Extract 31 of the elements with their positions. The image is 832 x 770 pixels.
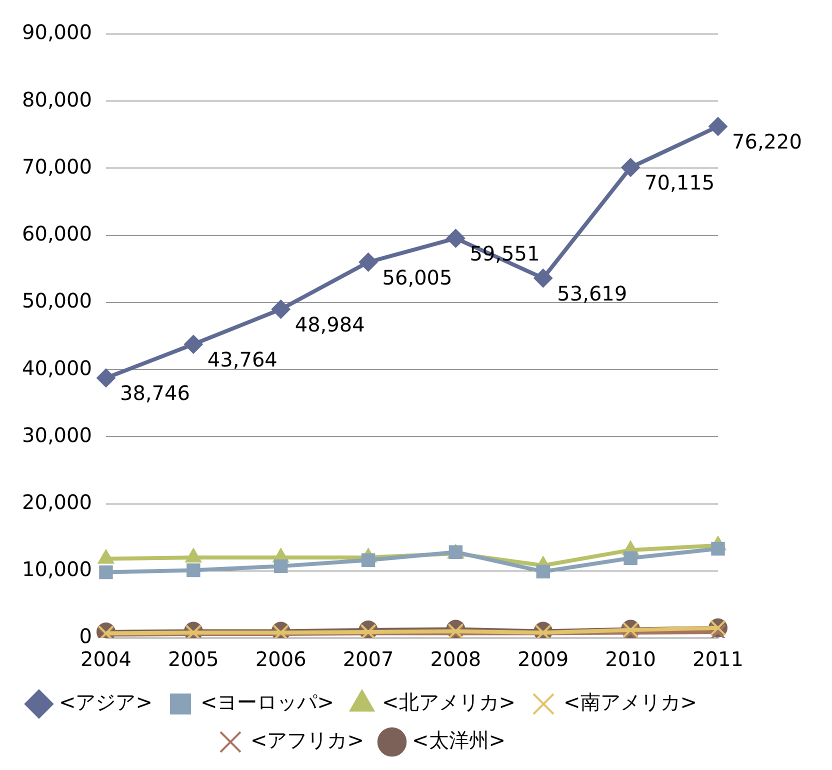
data-label: 53,619 (557, 281, 628, 306)
x-tick-label: 2006 (255, 647, 306, 672)
data-label: 56,005 (382, 265, 452, 290)
x-tick-label: 2008 (430, 647, 482, 672)
y-tick-label: 30,000 (22, 422, 92, 447)
data-label: 76,220 (732, 130, 802, 154)
x-tick-label: 2007 (342, 647, 394, 672)
legend-label: <太洋州> (412, 728, 506, 752)
legend-label: <アフリカ> (250, 728, 364, 752)
legend-label: <北アメリカ> (382, 690, 516, 714)
y-tick-label: 40,000 (22, 356, 92, 380)
legend-label: <ヨーロッパ> (200, 690, 334, 714)
data-label: 43,764 (207, 348, 278, 372)
x-tick-label: 2009 (518, 647, 569, 672)
y-tick-label: 80,000 (22, 87, 92, 112)
data-label: 48,984 (294, 312, 365, 336)
x-tick-label: 2004 (80, 647, 132, 672)
y-tick-label: 60,000 (22, 222, 92, 246)
y-tick-label: 10,000 (22, 557, 92, 582)
x-tick-label: 2011 (692, 647, 744, 672)
y-tick-label: 90,000 (22, 20, 92, 44)
y-tick-label: 50,000 (22, 288, 92, 313)
y-tick-label: 20,000 (22, 490, 92, 514)
data-label: 38,746 (120, 381, 190, 406)
y-tick-label: 0 (79, 624, 92, 648)
x-tick-label: 2010 (605, 647, 656, 672)
data-label: 70,115 (644, 170, 715, 195)
legend-label: <アジア> (58, 690, 152, 714)
y-tick-label: 70,000 (22, 154, 92, 178)
x-tick-label: 2005 (168, 647, 219, 672)
legend-label: <南アメリカ> (564, 690, 698, 714)
